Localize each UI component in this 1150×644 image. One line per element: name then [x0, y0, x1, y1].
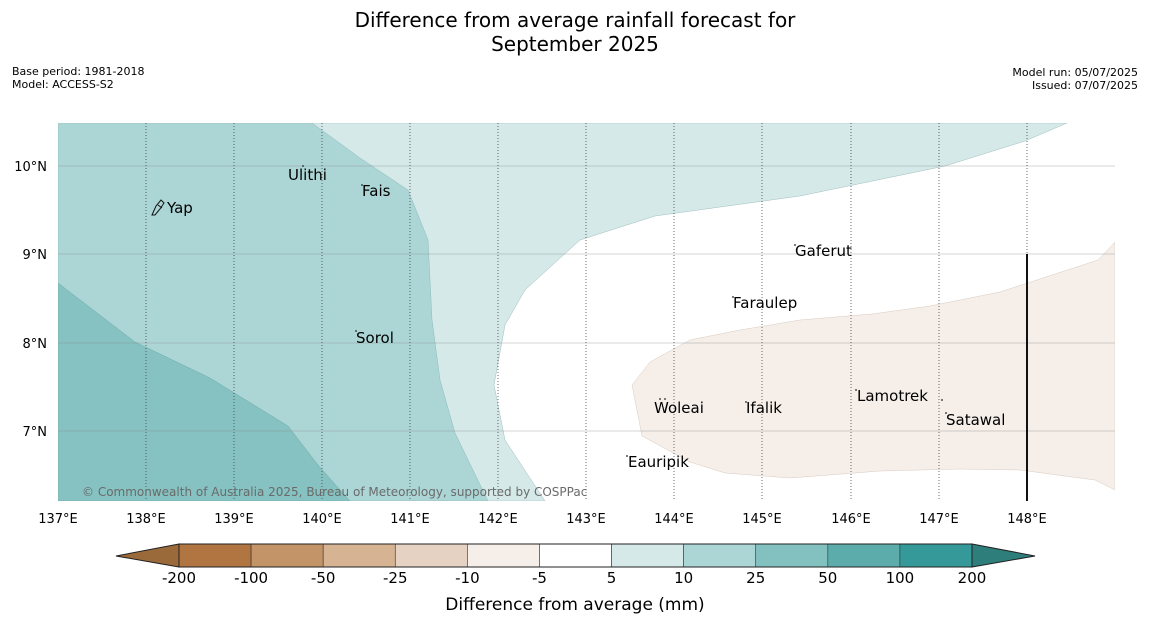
lon-label-140e: 140°E — [302, 512, 342, 527]
colorbar-tick-label: -50 — [311, 569, 336, 587]
colorbar-tick-label: 25 — [746, 569, 765, 587]
colorbar-frame — [178, 543, 973, 568]
colorbar-tick-label: 100 — [886, 569, 915, 587]
colorbar-tick-label: 5 — [607, 569, 617, 587]
meta-right: Model run: 05/07/2025 Issued: 07/07/2025 — [1012, 66, 1138, 92]
model-run: Model run: 05/07/2025 — [1012, 66, 1138, 79]
lon-label-141e: 141°E — [390, 512, 430, 527]
lon-label-137e: 137°E — [38, 512, 78, 527]
colorbar-label: Difference from average (mm) — [445, 595, 704, 615]
title-line-1: Difference from average rainfall forecas… — [354, 8, 796, 32]
colorbar-cell — [394, 543, 468, 568]
contour-25-50 — [58, 282, 351, 501]
colorbar-cell — [539, 543, 612, 568]
colorbar-right-extension — [971, 543, 1036, 568]
colorbar-cell — [755, 543, 829, 568]
colorbar-tick-label: -25 — [383, 569, 408, 587]
lon-label-148e: 148°E — [1007, 512, 1047, 527]
lon-label-146e: 146°E — [831, 512, 871, 527]
lon-label-143e: 143°E — [566, 512, 606, 527]
colorbar-tick-label: -100 — [234, 569, 268, 587]
contour-minus5-minus10 — [631, 241, 1115, 491]
lon-label-145e: 145°E — [742, 512, 782, 527]
colorbar-left-extension — [115, 543, 180, 568]
lat-label-8n: 8°N — [23, 337, 48, 352]
colorbar-cell — [178, 543, 252, 568]
place-label-woleai: Woleai — [654, 399, 704, 417]
lon-label-147e: 147°E — [919, 512, 959, 527]
issued-date: Issued: 07/07/2025 — [1031, 79, 1138, 92]
colorbar-cell — [827, 543, 901, 568]
meta-left: Base period: 1981-2018 Model: ACCESS-S2 — [12, 65, 144, 91]
lon-label-142e: 142°E — [478, 512, 518, 527]
copyright-notice: © Commonwealth of Australia 2025, Bureau… — [82, 485, 587, 499]
title-line-2: September 2025 — [491, 32, 659, 56]
place-label-lamotrek: Lamotrek — [857, 387, 928, 405]
colorbar-tick-label: -5 — [532, 569, 547, 587]
colorbar-cell — [899, 543, 973, 568]
colorbar-tick-label: 200 — [958, 569, 987, 587]
lon-gridlines — [145, 123, 1028, 501]
colorbar-tick-label: 50 — [818, 569, 837, 587]
place-label-faraulep: Faraulep — [733, 294, 797, 312]
colorbar-cell — [683, 543, 757, 568]
colorbar-cell — [467, 543, 540, 568]
colorbar: -200 -100 -50 -25 -10 -5 5 10 25 50 100 200 Differe… — [115, 543, 1036, 615]
place-label-satawal: Satawal — [946, 411, 1005, 429]
yap-island-outline — [151, 199, 165, 216]
lon-label-144e: 144°E — [654, 512, 694, 527]
place-label-ulithi: Ulithi — [288, 166, 327, 184]
colorbar-tick-label: 10 — [674, 569, 693, 587]
lon-label-138e: 138°E — [126, 512, 166, 527]
place-label-eauripik: Eauripik — [628, 453, 689, 471]
colorbar-cell — [250, 543, 324, 568]
colorbar-cell — [611, 543, 684, 568]
lat-label-7n: 7°N — [23, 425, 48, 440]
map-title: Difference from average rainfall forecas… — [0, 8, 1150, 56]
place-label-fais: Fais — [362, 182, 391, 200]
place-label-sorol: Sorol — [356, 329, 394, 347]
colorbar-tick-label: -10 — [455, 569, 480, 587]
place-label-ifalik: Ifalik — [746, 399, 782, 417]
colorbar-tick-label: -200 — [162, 569, 196, 587]
lat-label-9n: 9°N — [23, 248, 48, 263]
map-area: Yap Ulithi Fais Gaferut Faraulep Sorol L… — [58, 123, 1115, 501]
model-name: Model: ACCESS-S2 — [12, 78, 114, 91]
lat-label-10n: 10°N — [14, 160, 47, 175]
place-label-gaferut: Gaferut — [795, 242, 852, 260]
island-markers — [302, 165, 947, 457]
place-label-yap: Yap — [166, 199, 193, 217]
lon-label-139e: 139°E — [214, 512, 254, 527]
colorbar-cell — [322, 543, 396, 568]
base-period: Base period: 1981-2018 — [12, 65, 145, 78]
